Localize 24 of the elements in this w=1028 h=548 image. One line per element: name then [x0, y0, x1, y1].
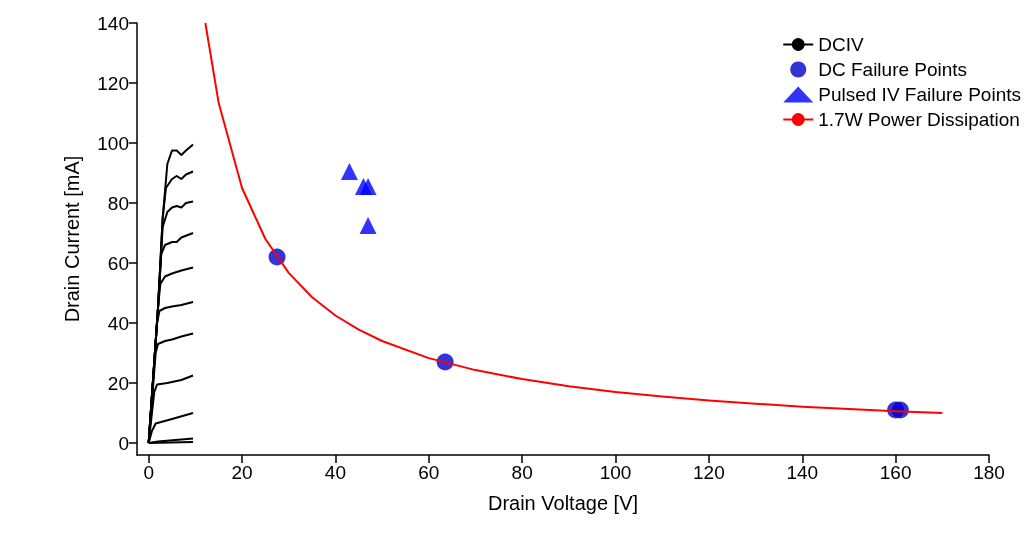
legend-label: DC Failure Points [818, 59, 968, 80]
y-tick-label: 20 [107, 372, 129, 394]
y-tick-label: 0 [118, 432, 129, 454]
x-tick-label: 160 [879, 462, 912, 483]
x-tick-label: 60 [418, 462, 440, 483]
y-tick-label: 120 [97, 72, 129, 94]
x-axis-title: Drain Voltage [V] [487, 492, 639, 514]
y-axis-title: Drain Current [mA] [61, 155, 83, 323]
x-tick-label: 120 [693, 462, 725, 483]
y-tick-label: 140 [97, 12, 129, 34]
x-tick-label: 0 [143, 462, 154, 483]
y-tick-label: 60 [107, 252, 129, 274]
y-tick-label: 100 [97, 132, 129, 154]
x-tick-label: 80 [511, 462, 533, 483]
legend-label: Pulsed IV Failure Points [818, 84, 1021, 105]
legend-label: 1.7W Power Dissipation [818, 109, 1020, 130]
legend-label: DCIV [818, 34, 864, 55]
x-tick-label: 20 [231, 462, 253, 483]
x-tick-label: 180 [973, 462, 1005, 483]
x-tick-label: 140 [786, 462, 819, 483]
y-tick-label: 40 [107, 312, 129, 334]
x-tick-label: 40 [324, 462, 346, 483]
x-tick-label: 100 [599, 462, 632, 483]
y-tick-label: 80 [107, 192, 129, 214]
